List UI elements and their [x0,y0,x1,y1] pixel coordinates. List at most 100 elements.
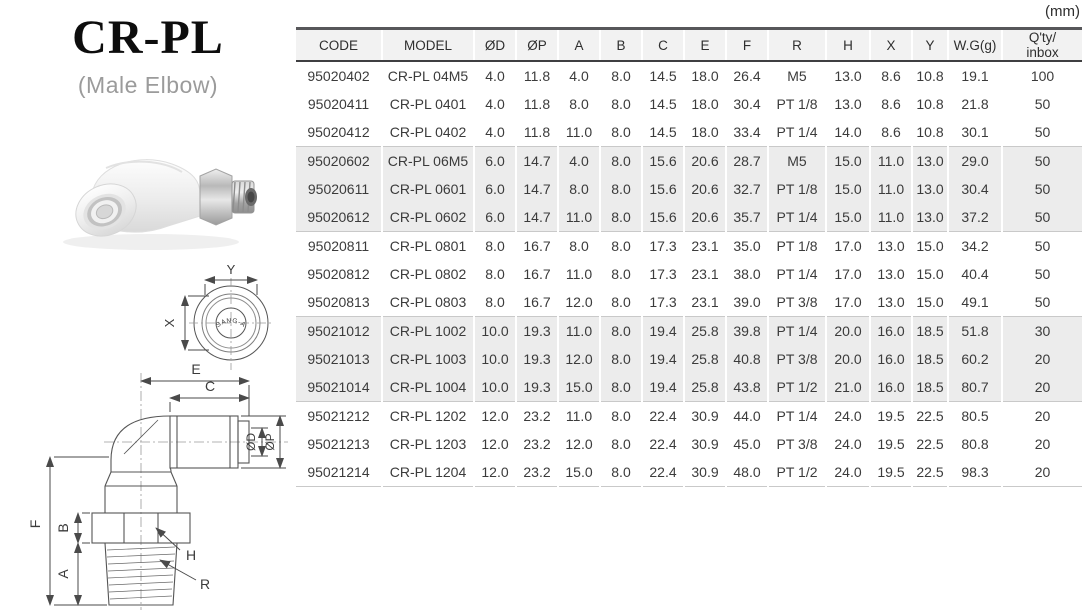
table-cell: 19.4 [641,373,684,402]
table-cell: 37.2 [947,203,1002,232]
table-cell: 48.0 [725,458,768,487]
table-cell: 8.0 [557,231,600,260]
table-cell: CR-PL 0402 [381,118,474,147]
table-cell: 11.0 [557,203,600,232]
table-cell: 14.7 [515,203,558,232]
table-cell: PT 3/8 [767,288,826,317]
table-cell: 19.5 [869,458,912,487]
table-cell: 11.0 [869,203,912,232]
table-cell: 30.9 [683,430,726,458]
table-cell: 95021013 [296,345,382,373]
table-cell: 8.0 [599,146,642,175]
table-cell: 25.8 [683,345,726,373]
table-cell: 11.0 [557,316,600,345]
table-cell: 95020812 [307,266,370,282]
table-cell: 10.8 [911,90,948,118]
table-cell: 50 [1001,175,1082,203]
table-cell: CR-PL 1004 [381,373,474,402]
technical-drawing: SANG-A Y X [27,262,288,610]
table-cell: 30 [1001,316,1082,345]
table-cell: 15.0 [557,458,600,487]
table-cell: 15.6 [641,175,684,203]
table-cell: 8.0 [599,288,642,317]
table-cell: 95020612 [296,203,382,232]
column-header-13: W.G(g) [947,27,1002,62]
table-cell: 20 [1001,401,1082,430]
table-row: 95020611 CR-PL 0601 6.0 14.7 8.0 8.0 15.6 20.6 3… [296,175,1082,203]
table-cell: 30.1 [947,118,1002,147]
table-cell: 18.0 [683,90,726,118]
table-cell: 12.0 [557,288,600,317]
table-cell: 50 [1001,288,1082,317]
table-cell: M5 [767,61,826,90]
table-cell: 13.0 [869,260,912,288]
table-cell: CR-PL 0601 [381,175,474,203]
table-cell: 95021014 [296,373,382,402]
table-cell: 22.4 [641,458,684,487]
table-cell: 11.0 [557,401,600,430]
table-cell: 50 [1001,231,1082,260]
table-cell: 30.9 [683,401,726,430]
table-cell: CR-PL 1002 [381,316,474,345]
table-cell: 30.9 [683,458,726,487]
table-cell: M5 [767,146,826,175]
table-cell: 22.5 [911,458,948,487]
table-row: 95021012 CR-PL 1002 10.0 19.3 11.0 8.0 19.4 25.… [296,316,1082,345]
table-row: 95021013 CR-PL 1003 10.0 19.3 12.0 8.0 19.4 25.… [296,345,1082,373]
dim-label-r: R [200,576,210,592]
photo-push-fit-port [75,183,137,237]
table-cell: 14.0 [825,118,870,147]
table-cell: 22.4 [641,430,684,458]
table-cell: 10.8 [911,118,948,147]
table-cell: 4.0 [557,146,600,175]
dim-b [74,512,90,544]
dim-label-x: X [162,318,177,327]
table-cell: 19.5 [869,401,912,430]
brand-mark: SANG-A [215,317,247,329]
table-cell: 24.0 [825,458,870,487]
table-cell: 6.0 [473,175,516,203]
table-cell: 95021012 [296,316,382,345]
table-row: 95021213 CR-PL 1203 12.0 23.2 12.0 8.0 22.4 30.… [296,430,1082,458]
table-cell: 21.0 [825,373,870,402]
table-cell: 8.0 [473,231,516,260]
table-cell: 16.0 [869,345,912,373]
table-cell: PT 1/4 [767,118,826,147]
table-cell: 14.7 [515,146,558,175]
table-cell: PT 1/8 [767,90,826,118]
table-cell: CR-PL 0802 [381,260,474,288]
table-cell: 23.2 [515,401,558,430]
table-cell: PT 1/4 [767,203,826,232]
table-cell: 60.2 [947,345,1002,373]
table-cell: 19.3 [515,345,558,373]
table-cell: 13.0 [911,203,948,232]
table-cell: 22.4 [641,401,684,430]
header-row: CODE MODEL ØD ØP A B C E F R H X Y W.G(g) Q'ty/ inbox [296,27,1082,62]
table-cell: 8.0 [599,401,642,430]
table-cell: 24.0 [825,401,870,430]
table-cell: 15.0 [911,288,948,317]
table-cell: 10.0 [473,345,516,373]
dim-label-b: B [55,523,71,532]
side-view-centerlines [104,373,288,610]
table-cell: 12.0 [557,430,600,458]
dim-label-od: ØD [244,433,258,451]
table-cell: 34.2 [947,231,1002,260]
table-cell: CR-PL 0602 [381,203,474,232]
table-cell: 17.0 [825,288,870,317]
table-cell: 20.6 [683,175,726,203]
table-cell: 10.0 [473,373,516,402]
table-cell: 8.0 [599,90,642,118]
table-cell: 30.4 [725,90,768,118]
table-cell: 10.8 [911,61,948,90]
table-cell: 25.8 [683,316,726,345]
left-panel: CR-PL (Male Elbow) [0,0,296,613]
table-cell: 95020411 [307,96,370,112]
table-cell: 19.3 [515,373,558,402]
table-cell: 14.7 [515,175,558,203]
table-cell: CR-PL 1204 [381,458,474,487]
table-cell: 80.5 [947,401,1002,430]
dim-label-y: Y [227,262,236,277]
table-cell: 8.0 [599,316,642,345]
table-cell: 8.0 [599,260,642,288]
